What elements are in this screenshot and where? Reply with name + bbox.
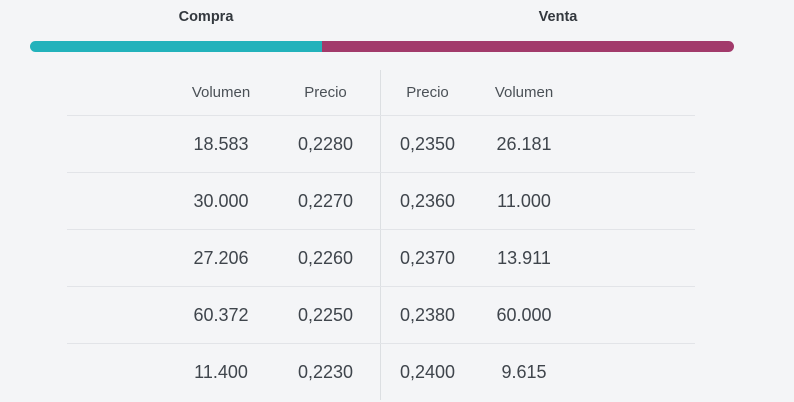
compra-precio-value: 0,2260 bbox=[297, 247, 354, 268]
column-header-venta-volumen: Volumen bbox=[494, 84, 554, 101]
row-left-spacer bbox=[67, 344, 171, 400]
venta-volumen-value: 11.000 bbox=[497, 190, 551, 211]
venta-precio-value: 0,2370 bbox=[380, 230, 474, 286]
compra-label: Compra bbox=[178, 9, 234, 25]
compra-precio-value: 0,2230 bbox=[297, 361, 354, 382]
venta-volumen-value: 60.000 bbox=[496, 304, 552, 325]
venta-bar-segment bbox=[322, 41, 734, 52]
compra-volumen-value: 18.583 bbox=[193, 133, 249, 154]
compra-volumen-value: 27.206 bbox=[193, 247, 249, 268]
compra-volumen-value: 11.400 bbox=[194, 361, 248, 382]
buy-sell-ratio-bar bbox=[30, 41, 734, 52]
table-header-row: Volumen Precio Precio Volumen bbox=[67, 70, 695, 115]
compra-volumen-value: 30.000 bbox=[193, 190, 249, 211]
row-left-spacer bbox=[67, 70, 171, 115]
column-header-compra-precio: Precio bbox=[304, 84, 347, 101]
order-book-table: Volumen Precio Precio Volumen 18.583 0,2… bbox=[67, 70, 695, 400]
table-row: 18.583 0,2280 0,2350 26.181 bbox=[67, 115, 695, 172]
venta-volumen-value: 9.615 bbox=[501, 361, 547, 382]
table-row: 27.206 0,2260 0,2370 13.911 bbox=[67, 229, 695, 286]
row-left-spacer bbox=[67, 287, 171, 343]
column-header-compra-volumen: Volumen bbox=[191, 84, 251, 101]
venta-volumen-value: 13.911 bbox=[497, 247, 551, 268]
venta-volumen-value: 26.181 bbox=[496, 133, 552, 154]
venta-precio-value: 0,2400 bbox=[380, 344, 474, 400]
row-left-spacer bbox=[67, 230, 171, 286]
column-header-venta-precio: Precio bbox=[380, 70, 474, 115]
table-row: 30.000 0,2270 0,2360 11.000 bbox=[67, 172, 695, 229]
compra-precio-value: 0,2280 bbox=[297, 133, 354, 154]
compra-volumen-value: 60.372 bbox=[193, 304, 249, 325]
row-right-spacer bbox=[574, 344, 695, 400]
compra-precio-value: 0,2270 bbox=[297, 190, 354, 211]
row-right-spacer bbox=[574, 173, 695, 229]
venta-precio-value: 0,2360 bbox=[380, 173, 474, 229]
venta-precio-value: 0,2350 bbox=[380, 116, 474, 172]
row-right-spacer bbox=[574, 70, 695, 115]
venta-precio-value: 0,2380 bbox=[380, 287, 474, 343]
row-right-spacer bbox=[574, 116, 695, 172]
compra-bar-segment bbox=[30, 41, 323, 52]
venta-label: Venta bbox=[538, 9, 578, 25]
row-left-spacer bbox=[67, 173, 171, 229]
row-right-spacer bbox=[574, 230, 695, 286]
table-row: 11.400 0,2230 0,2400 9.615 bbox=[67, 343, 695, 400]
side-labels: Compra Venta bbox=[30, 9, 734, 25]
row-left-spacer bbox=[67, 116, 171, 172]
compra-precio-value: 0,2250 bbox=[297, 304, 354, 325]
row-right-spacer bbox=[574, 287, 695, 343]
table-row: 60.372 0,2250 0,2380 60.000 bbox=[67, 286, 695, 343]
